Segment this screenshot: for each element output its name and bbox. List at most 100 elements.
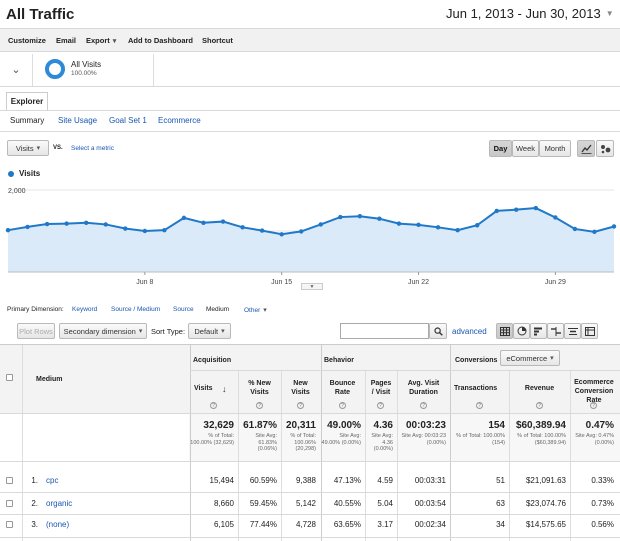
customize-button[interactable]: Customize (8, 36, 46, 45)
performance-view-button[interactable] (530, 323, 547, 339)
data-point[interactable] (299, 229, 304, 234)
data-point[interactable] (396, 221, 402, 226)
row-medium-link[interactable]: organic (46, 499, 73, 508)
row-medium-link[interactable]: cpc (46, 476, 59, 485)
sort-arrow-icon[interactable]: ↓ (222, 384, 227, 394)
advanced-filter-link[interactable]: advanced (452, 327, 487, 336)
comparison-view-button[interactable] (547, 323, 564, 339)
data-point[interactable] (338, 214, 343, 220)
row-avg-visit-duration: 00:03:31 (414, 476, 446, 485)
add-to-dashboard-button[interactable]: Add to Dashboard (128, 36, 193, 45)
revenue-column-header[interactable]: Revenue (524, 385, 555, 392)
data-point[interactable] (162, 227, 167, 233)
data-point[interactable] (5, 227, 11, 233)
select-metric-link[interactable]: Select a metric (71, 145, 114, 152)
search-button[interactable] (429, 323, 447, 339)
pivot-view-button[interactable] (581, 323, 598, 339)
new-visits-column-header[interactable]: New Visits (291, 380, 310, 396)
subtab-summary[interactable]: Summary (10, 116, 45, 125)
help-icon[interactable]: ? (590, 402, 597, 409)
help-icon[interactable]: ? (377, 402, 384, 409)
help-icon[interactable]: ? (297, 402, 304, 409)
data-point[interactable] (474, 223, 480, 228)
data-point[interactable] (64, 221, 69, 226)
data-point[interactable] (83, 220, 89, 225)
email-button[interactable]: Email (56, 36, 77, 45)
data-point[interactable] (318, 222, 323, 227)
select-all-checkbox[interactable] (6, 374, 13, 381)
data-point[interactable] (592, 229, 597, 235)
data-point[interactable] (435, 225, 441, 230)
ecommerce-conversion-rate-column-header[interactable]: Ecommerce Conversion Rate (574, 379, 614, 404)
bounce-rate-column-header[interactable]: Bounce Rate (329, 380, 356, 396)
table-view-button[interactable] (496, 323, 513, 339)
line-chart-button[interactable] (577, 140, 595, 157)
y-tick-label: 2,000 (8, 188, 26, 195)
pct-new-visits-column-header[interactable]: % New Visits (248, 380, 271, 396)
data-point[interactable] (279, 232, 284, 237)
data-point[interactable] (514, 207, 519, 212)
row-checkbox[interactable] (6, 500, 13, 507)
data-point[interactable] (142, 228, 148, 234)
help-icon[interactable]: ? (536, 402, 543, 409)
data-point[interactable] (455, 227, 460, 233)
help-icon[interactable]: ? (339, 402, 346, 409)
data-point[interactable] (494, 208, 499, 214)
row-medium-link[interactable]: (none) (46, 520, 70, 529)
data-point[interactable] (611, 224, 617, 229)
data-point[interactable] (220, 219, 226, 224)
help-icon[interactable]: ? (420, 402, 427, 409)
pie-view-button[interactable] (513, 323, 530, 339)
help-icon[interactable]: ? (210, 402, 217, 409)
date-range-picker[interactable]: Jun 1, 2013 - Jun 30, 2013 ▼ (446, 4, 618, 22)
dimension-medium[interactable]: Medium (206, 306, 230, 313)
conversions-select[interactable]: eCommerce (500, 350, 560, 366)
data-point[interactable] (44, 221, 50, 227)
medium-column-header[interactable]: Medium (36, 376, 63, 383)
row-checkbox[interactable] (6, 477, 13, 484)
export-button[interactable]: Export (86, 36, 116, 45)
subtab-ecommerce[interactable]: Ecommerce (158, 116, 201, 125)
term-cloud-view-button[interactable] (564, 323, 581, 339)
help-icon[interactable]: ? (476, 402, 483, 409)
data-point[interactable] (572, 226, 578, 232)
tab-explorer[interactable]: Explorer (6, 92, 48, 110)
week-button[interactable]: Week (512, 140, 539, 157)
avg-visit-duration-column-header[interactable]: Avg. Visit Duration (407, 380, 440, 396)
data-point[interactable] (416, 222, 421, 228)
data-point[interactable] (259, 228, 265, 233)
data-point[interactable] (103, 222, 108, 227)
shortcut-button[interactable]: Shortcut (202, 36, 233, 45)
data-point[interactable] (553, 215, 558, 220)
plot-rows-button[interactable]: Plot Rows (17, 323, 55, 339)
help-icon[interactable]: ? (256, 402, 263, 409)
subtab-goal-set-1[interactable]: Goal Set 1 (109, 116, 147, 125)
metric-select[interactable]: Visits (7, 140, 49, 156)
segment-toggle[interactable]: ⌄ (6, 58, 26, 80)
month-button[interactable]: Month (539, 140, 571, 157)
dimension-source-medium[interactable]: Source / Medium (111, 306, 161, 313)
pages-per-visit-column-header[interactable]: Pages / Visit (370, 380, 392, 396)
sort-type-select[interactable]: Default (188, 323, 231, 339)
data-point[interactable] (377, 216, 382, 221)
motion-chart-button[interactable] (596, 140, 614, 157)
data-point[interactable] (201, 220, 206, 225)
table-search-input[interactable] (340, 323, 429, 339)
segment-name[interactable]: All Visits (71, 60, 102, 69)
secondary-dimension-select[interactable]: Secondary dimension (59, 323, 147, 339)
row-checkbox[interactable] (6, 521, 13, 528)
transactions-column-header[interactable]: Transactions (454, 385, 498, 392)
day-button[interactable]: Day (489, 140, 512, 157)
data-point[interactable] (533, 205, 539, 211)
subtab-site-usage[interactable]: Site Usage (58, 116, 98, 125)
visits-column-header[interactable]: Visits (194, 385, 213, 392)
dimension-other[interactable]: Other (244, 306, 267, 314)
dimension-keyword[interactable]: Keyword (72, 306, 98, 313)
data-point[interactable] (357, 214, 363, 219)
data-point[interactable] (25, 224, 30, 230)
data-point[interactable] (240, 225, 245, 230)
data-point[interactable] (181, 215, 187, 221)
dimension-source[interactable]: Source (173, 306, 194, 313)
data-point[interactable] (123, 226, 128, 231)
chart-resize-handle[interactable]: ▼ (301, 283, 323, 290)
